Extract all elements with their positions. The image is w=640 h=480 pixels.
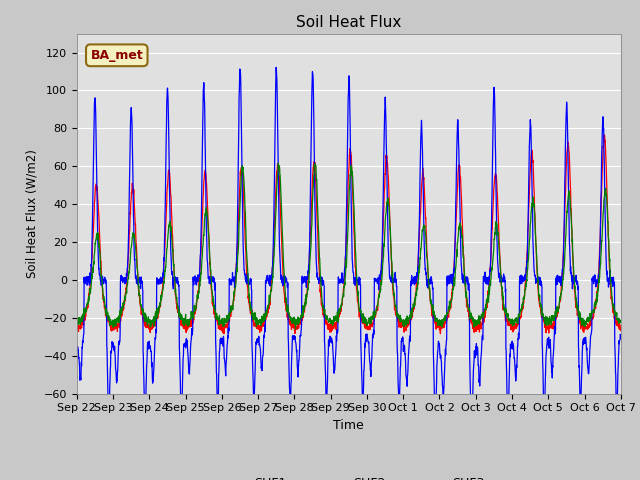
SHF1 [225, 319, 232, 324]
SHF3 [73, 323, 81, 329]
SHF2 [365, 340, 372, 346]
SHF1 [365, 324, 372, 330]
Y-axis label: Soil Heat Flux (W/m2): Soil Heat Flux (W/m2) [25, 149, 38, 278]
SHF2 [570, 279, 577, 285]
SHF2 [584, 371, 592, 376]
SHF3 [365, 318, 372, 324]
SHF1 [584, 326, 592, 332]
SHF1 [376, 282, 384, 288]
Text: BA_met: BA_met [90, 49, 143, 62]
SHF1 [600, 132, 608, 138]
SHF2 [508, 343, 515, 349]
SHF1 [507, 320, 515, 326]
SHF2 [73, 346, 81, 351]
SHF3 [377, 287, 385, 293]
SHF3 [225, 315, 232, 321]
SHF3 [275, 160, 282, 166]
Line: SHF1: SHF1 [77, 135, 621, 334]
SHF2 [225, 330, 232, 336]
SHF2 [468, 433, 476, 439]
Title: Soil Heat Flux: Soil Heat Flux [296, 15, 401, 30]
SHF3 [570, 259, 577, 264]
SHF2 [376, 276, 384, 282]
Line: SHF2: SHF2 [77, 68, 621, 436]
SHF3 [292, 326, 300, 332]
SHF2 [617, 336, 625, 341]
SHF3 [617, 320, 625, 325]
SHF1 [569, 255, 577, 261]
SHF3 [584, 317, 592, 323]
SHF1 [436, 331, 444, 336]
SHF2 [272, 65, 280, 71]
Line: SHF3: SHF3 [77, 163, 621, 329]
Legend: SHF1, SHF2, SHF3: SHF1, SHF2, SHF3 [209, 472, 489, 480]
SHF3 [508, 320, 515, 325]
X-axis label: Time: Time [333, 419, 364, 432]
SHF1 [73, 322, 81, 327]
SHF1 [617, 325, 625, 331]
